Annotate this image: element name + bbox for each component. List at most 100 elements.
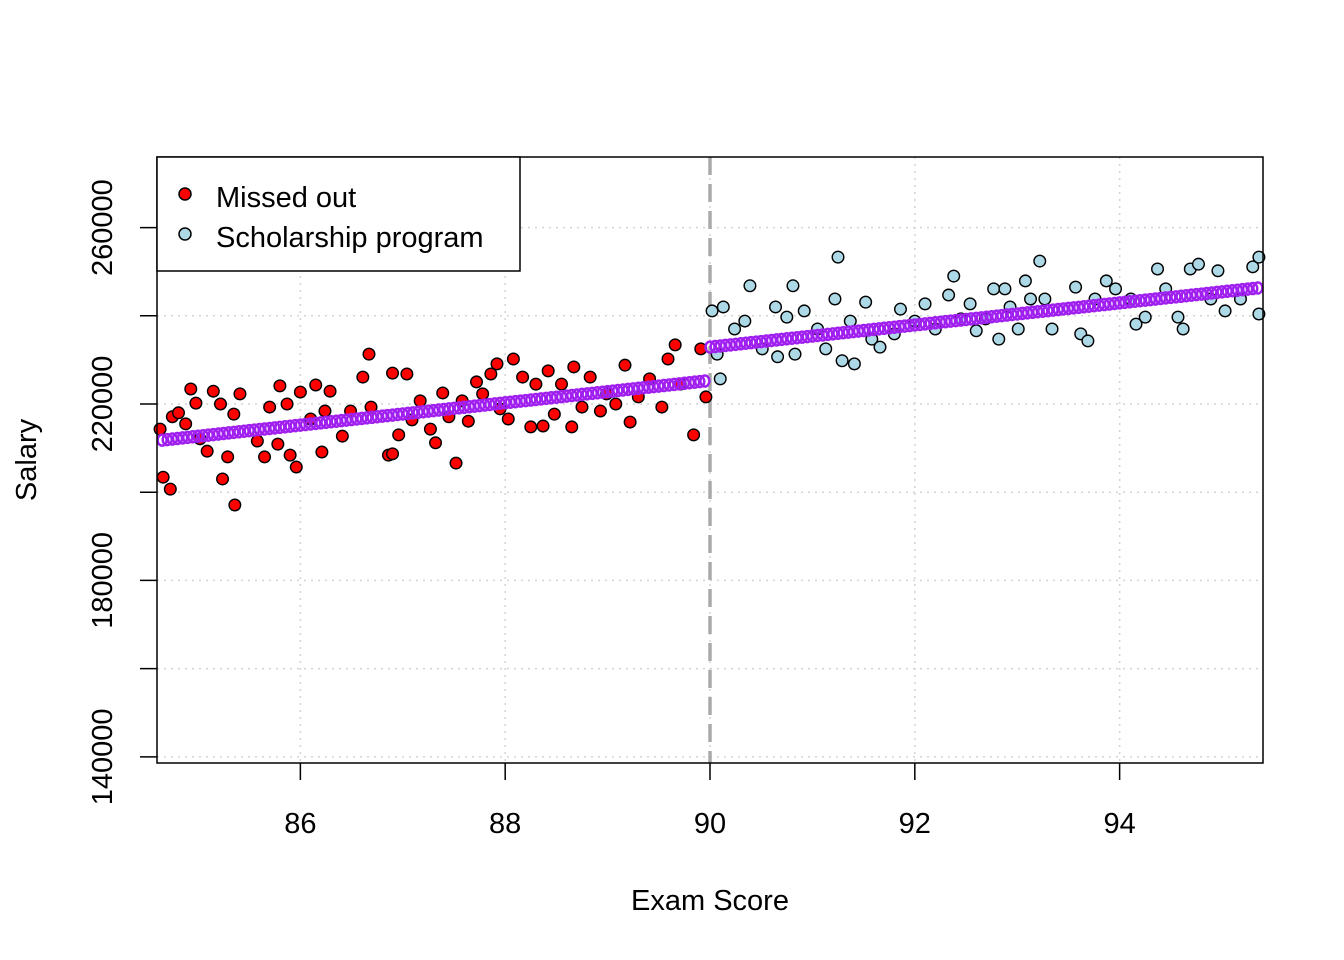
fitted-point [852, 324, 865, 338]
fitted-point [1236, 282, 1249, 297]
point-missed-out [623, 415, 637, 429]
fitted-point [985, 309, 998, 324]
fitted-point [1185, 288, 1198, 302]
fitted-point [1037, 304, 1049, 318]
fitted-point [781, 332, 793, 346]
fitted-point [366, 410, 378, 425]
fitted-point [970, 311, 983, 326]
fitted-point [566, 388, 578, 403]
point-scholarship [918, 297, 932, 311]
fitted-point [960, 312, 972, 327]
point-missed-out [476, 387, 490, 401]
point-missed-out [490, 357, 504, 371]
fitted-point [274, 420, 286, 435]
point-scholarship [738, 314, 752, 328]
fitted-point [1042, 303, 1054, 318]
fitted-point [775, 332, 788, 347]
fitted-point [560, 389, 573, 403]
point-missed-out [687, 428, 701, 442]
fitted-point [765, 333, 778, 348]
fitted-point [1021, 306, 1034, 320]
fitted-point [509, 394, 522, 409]
fitted-point [622, 382, 634, 397]
fitted-point [637, 380, 650, 395]
fitted-point [289, 418, 301, 433]
fitted-point [309, 416, 322, 431]
fitted-point [402, 406, 414, 421]
legend-marker-missed [178, 187, 192, 201]
point-missed-out [263, 400, 277, 414]
point-scholarship [1018, 274, 1032, 288]
fitted-point [1165, 290, 1177, 305]
fitted-point [427, 403, 440, 418]
fitted-point [325, 415, 337, 429]
fitted-point [832, 326, 844, 341]
legend-label-missed: Missed out [216, 182, 356, 214]
fitted-point [202, 428, 214, 442]
fitted-point [228, 425, 240, 440]
fitted-point [412, 405, 424, 420]
point-missed-out [449, 456, 463, 470]
point-missed-out [283, 448, 297, 462]
point-missed-out [206, 384, 220, 398]
fitted-point [704, 340, 716, 354]
fitted-point [980, 310, 993, 325]
point-missed-out [461, 414, 475, 428]
point-missed-out [362, 347, 376, 361]
point-missed-out [323, 384, 337, 398]
point-scholarship [1081, 334, 1095, 348]
point-scholarship [1109, 282, 1123, 296]
fitted-point [678, 376, 691, 391]
fitted-point [862, 323, 875, 337]
point-scholarship [1024, 292, 1038, 306]
x-tick-label: 92 [899, 808, 931, 840]
point-missed-out [524, 420, 538, 434]
fitted-point [601, 384, 614, 399]
point-missed-out [386, 447, 400, 461]
point-missed-out [400, 367, 414, 381]
fitted-point [606, 384, 619, 398]
fitted-point [581, 387, 593, 401]
point-missed-out [293, 385, 307, 399]
fitted-point [617, 383, 629, 397]
fitted-point [740, 336, 752, 350]
fitted-point [371, 409, 383, 424]
fitted-point [760, 334, 773, 348]
point-scholarship [969, 324, 983, 338]
point-missed-out [470, 375, 484, 389]
fitted-point [453, 401, 465, 415]
fitted-point [1231, 283, 1244, 297]
point-scholarship [1038, 292, 1052, 306]
fitted-point [176, 431, 189, 445]
point-scholarship [1138, 310, 1152, 324]
fitted-point [1052, 302, 1064, 317]
fitted-point [1226, 284, 1239, 298]
point-scholarship [998, 282, 1012, 296]
fitted-point [448, 401, 460, 416]
fitted-point [320, 415, 332, 430]
fitted-point [791, 330, 803, 345]
fitted-point [217, 426, 230, 441]
fitted-point [924, 316, 936, 331]
point-scholarship [1129, 317, 1143, 331]
fitted-point [525, 393, 537, 407]
fitted-point [990, 309, 1003, 323]
fitted-point [197, 428, 209, 443]
point-missed-out [172, 406, 186, 420]
point-scholarship [769, 300, 783, 314]
fitted-point [1206, 286, 1218, 300]
fitted-point [171, 431, 184, 446]
point-missed-out [413, 394, 427, 408]
fitted-point [187, 430, 199, 444]
point-missed-out [184, 382, 198, 396]
fitted-point [755, 334, 767, 349]
fitted-point [729, 337, 742, 352]
y-tick-label: 140000 [87, 708, 119, 805]
fitted-point [345, 412, 358, 427]
fitted-point [530, 392, 542, 407]
fitted-point [673, 377, 686, 391]
point-scholarship [728, 322, 742, 336]
point-missed-out [506, 352, 520, 366]
point-scholarship [947, 269, 961, 283]
fitted-point [668, 377, 680, 392]
